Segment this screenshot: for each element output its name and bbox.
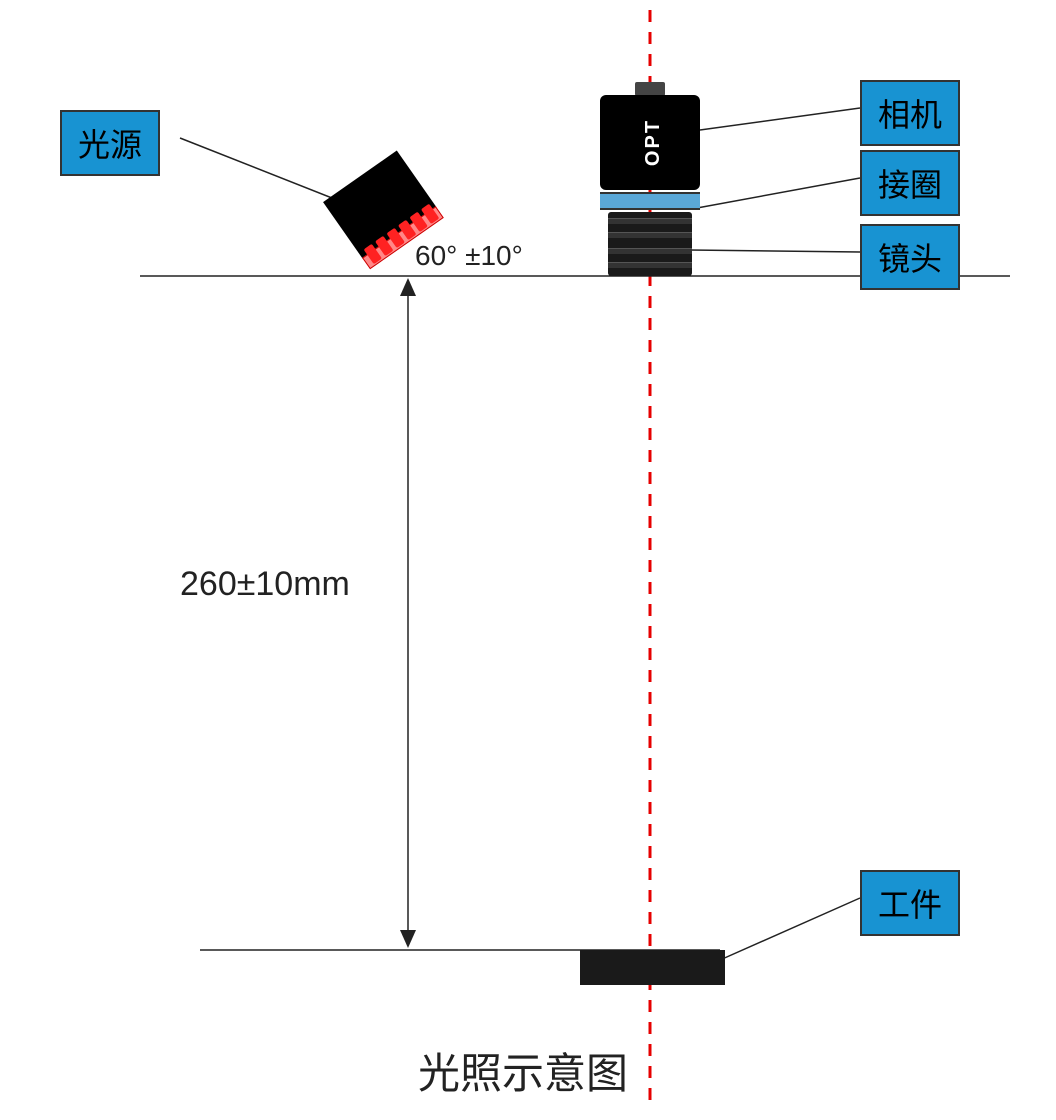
leader-workpiece <box>720 898 860 960</box>
leader-lens <box>690 250 860 252</box>
lens-ring-4 <box>608 262 692 268</box>
dim-arrow-bottom <box>400 930 416 948</box>
label-workpiece-text: 工件 <box>878 887 942 923</box>
lens-ring-3 <box>608 248 692 254</box>
label-adapter: 接圈 <box>860 150 960 216</box>
lens-ring-1 <box>608 218 692 224</box>
camera-connector <box>635 82 665 96</box>
camera-body: OPT <box>600 95 700 190</box>
dimension-distance: 260±10mm <box>180 565 350 604</box>
label-light-source: 光源 <box>60 110 160 176</box>
lens-body <box>608 212 692 276</box>
angle-annotation: 60° ±10° <box>415 240 523 272</box>
label-lens-text: 镜头 <box>878 241 942 277</box>
lens-ring-2 <box>608 232 692 238</box>
label-adapter-text: 接圈 <box>878 167 942 203</box>
adapter-ring <box>600 192 700 210</box>
label-camera-text: 相机 <box>878 97 942 133</box>
diagram-caption: 光照示意图 <box>418 1040 628 1101</box>
camera-brand-text: OPT <box>642 119 665 166</box>
label-lens: 镜头 <box>860 224 960 290</box>
leader-camera <box>700 108 860 130</box>
workpiece-shape <box>580 950 725 985</box>
leader-adapter <box>697 178 860 208</box>
label-light-source-text: 光源 <box>78 127 142 163</box>
dim-arrow-top <box>400 278 416 296</box>
label-workpiece: 工件 <box>860 870 960 936</box>
label-camera: 相机 <box>860 80 960 146</box>
